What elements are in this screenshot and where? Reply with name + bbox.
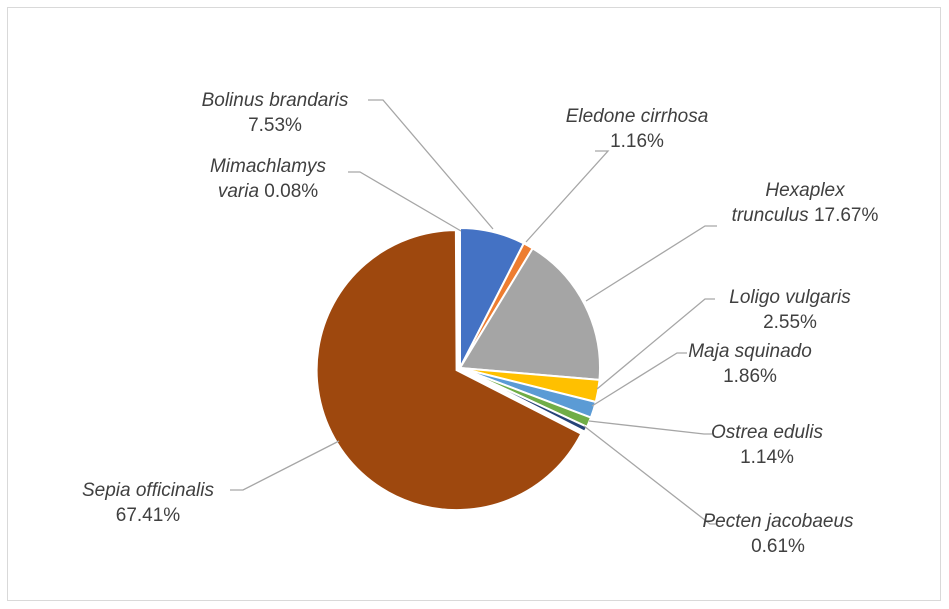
data-label-ostrea-edulis: Ostrea edulis 1.14% bbox=[711, 422, 823, 468]
percent-value: 0.61% bbox=[751, 536, 805, 557]
data-label-mimachlamys-varia: Mimachlamys varia 0.08% bbox=[210, 156, 327, 202]
species-name: trunculus bbox=[732, 205, 814, 226]
data-label-eledone-cirrhosa: Eledone cirrhosa 1.16% bbox=[566, 106, 709, 152]
data-label-loligo-vulgaris: Loligo vulgaris 2.55% bbox=[729, 287, 851, 333]
percent-value: 1.16% bbox=[610, 131, 664, 152]
species-name: Hexaplex bbox=[765, 180, 846, 201]
leader-line-pecten-jacobaeus bbox=[584, 426, 717, 524]
percent-value: 17.67% bbox=[814, 205, 879, 226]
leader-line-bolinus-brandaris bbox=[368, 100, 493, 229]
species-name: Eledone cirrhosa bbox=[566, 106, 709, 127]
data-label-maja-squinado: Maja squinado 1.86% bbox=[688, 341, 812, 387]
species-name: Pecten jacobaeus bbox=[702, 511, 854, 532]
percent-value: 2.55% bbox=[763, 312, 817, 333]
species-name: Loligo vulgaris bbox=[729, 287, 851, 308]
data-label-sepia-officinalis: Sepia officinalis 67.41% bbox=[82, 480, 215, 526]
species-name: Mimachlamys bbox=[210, 156, 327, 177]
data-label-bolinus-brandaris: Bolinus brandaris 7.53% bbox=[202, 90, 349, 136]
leader-line-hexaplex-trunculus bbox=[586, 226, 717, 301]
percent-value: 1.86% bbox=[723, 366, 777, 387]
percent-value: 1.14% bbox=[740, 447, 794, 468]
leader-line-sepia-officinalis bbox=[230, 441, 339, 490]
percent-value: 7.53% bbox=[248, 115, 302, 136]
leader-line-mimachlamys-varia bbox=[348, 172, 461, 231]
leader-line-eledone-cirrhosa bbox=[526, 151, 608, 242]
data-label-hexaplex-trunculus: Hexaplex trunculus 17.67% bbox=[732, 180, 879, 226]
leader-line-ostrea-edulis bbox=[589, 421, 712, 434]
species-name: Ostrea edulis bbox=[711, 422, 823, 443]
species-name: Bolinus brandaris bbox=[202, 90, 349, 111]
percent-value: 0.08% bbox=[264, 181, 318, 202]
percent-value: 67.41% bbox=[116, 505, 181, 526]
species-name: Sepia officinalis bbox=[82, 480, 215, 501]
species-name: varia bbox=[218, 181, 264, 202]
pie-slice-mimachlamys-varia bbox=[459, 228, 460, 368]
data-label-pecten-jacobaeus: Pecten jacobaeus 0.61% bbox=[702, 511, 854, 557]
species-name: Maja squinado bbox=[688, 341, 812, 362]
leader-line-maja-squinado bbox=[592, 353, 687, 406]
